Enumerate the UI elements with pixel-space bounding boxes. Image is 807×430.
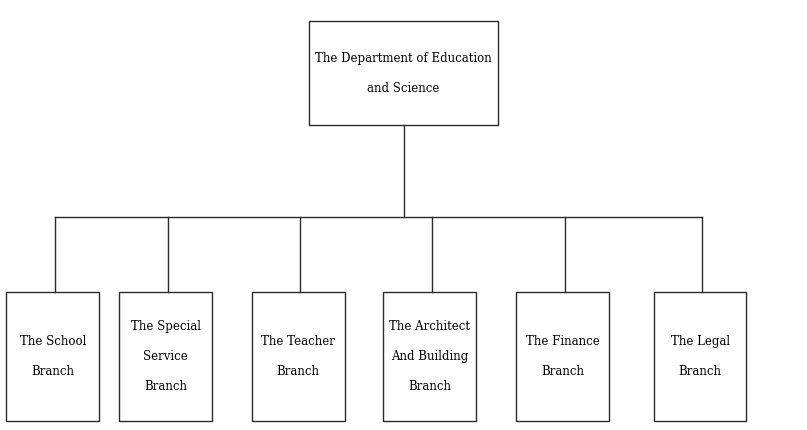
Text: The School

Branch: The School Branch bbox=[19, 335, 86, 378]
Text: The Special

Service

Branch: The Special Service Branch bbox=[131, 320, 201, 393]
Text: The Legal

Branch: The Legal Branch bbox=[671, 335, 730, 378]
Bar bbox=[252, 292, 345, 421]
Bar bbox=[383, 292, 476, 421]
Bar bbox=[6, 292, 99, 421]
Text: The Department of Education

and Science: The Department of Education and Science bbox=[315, 52, 492, 95]
Text: The Teacher

Branch: The Teacher Branch bbox=[261, 335, 335, 378]
Bar bbox=[516, 292, 609, 421]
Bar bbox=[119, 292, 212, 421]
Text: The Finance

Branch: The Finance Branch bbox=[526, 335, 600, 378]
Bar bbox=[654, 292, 746, 421]
Text: The Architect

And Building

Branch: The Architect And Building Branch bbox=[389, 320, 470, 393]
Bar bbox=[308, 22, 499, 125]
